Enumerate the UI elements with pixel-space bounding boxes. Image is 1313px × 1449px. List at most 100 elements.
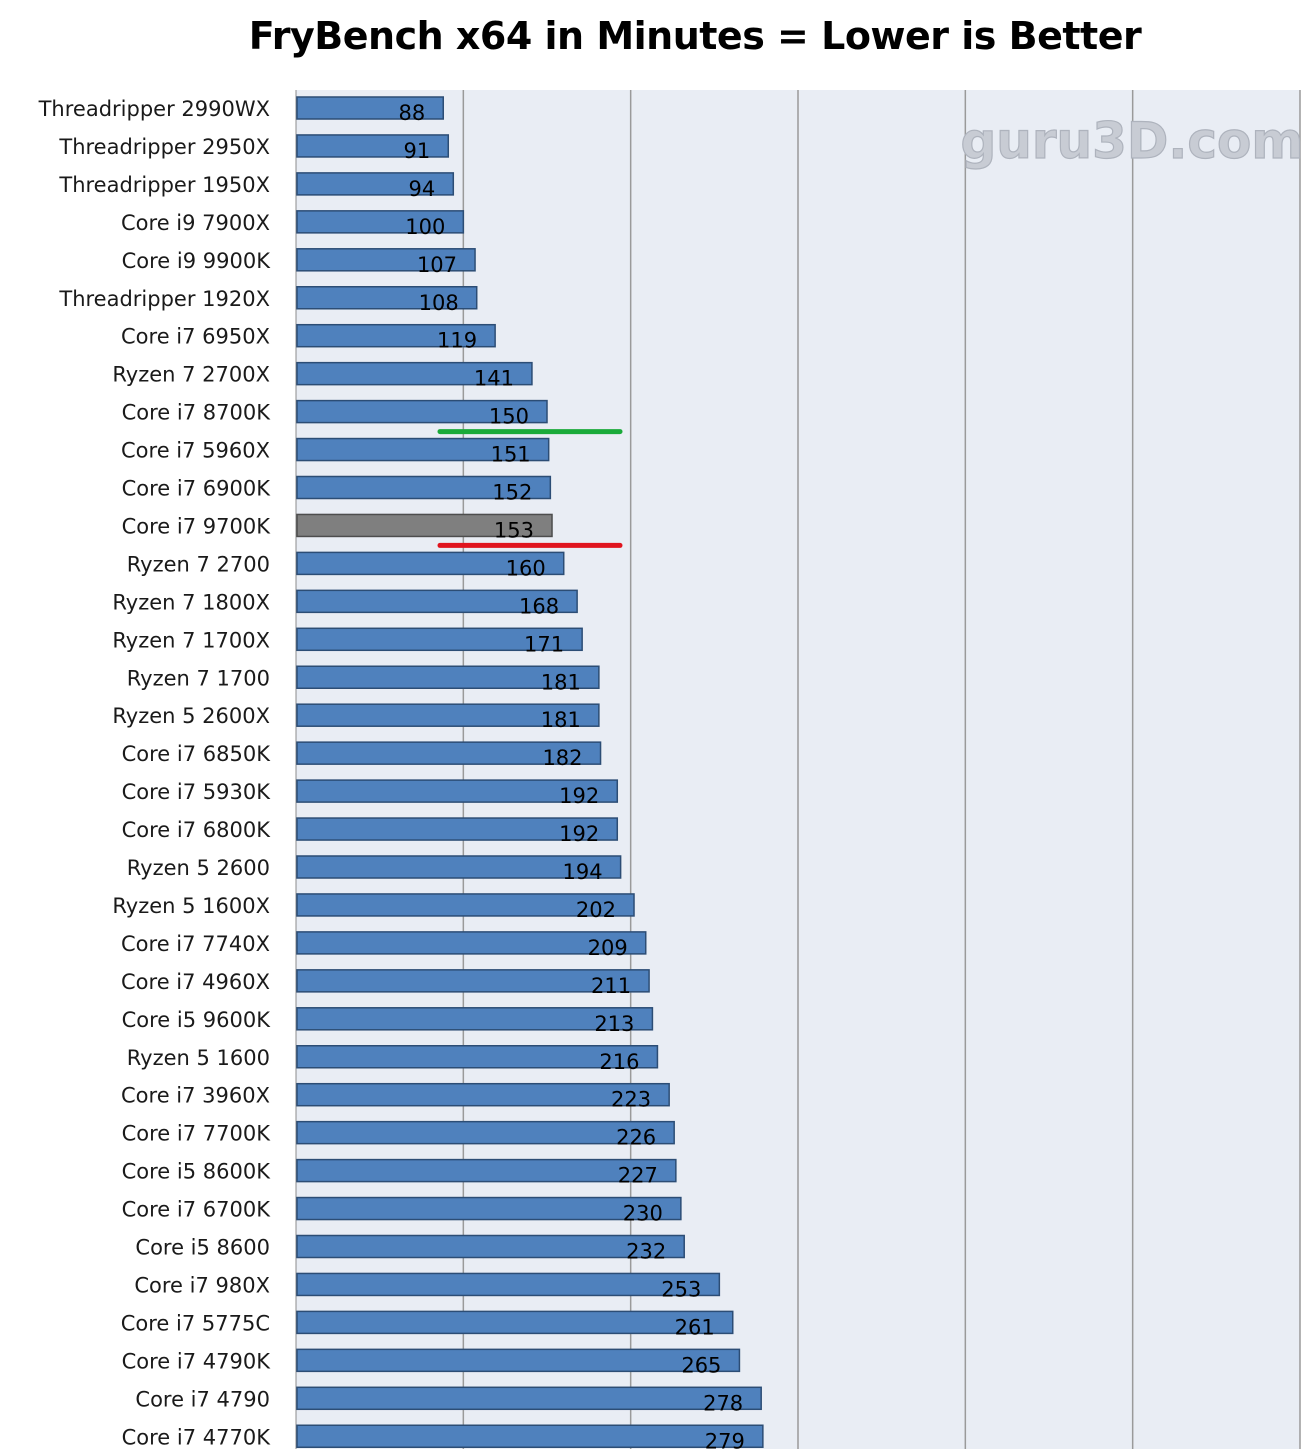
value-label: 223 [611, 1088, 651, 1112]
value-label: 211 [591, 974, 631, 998]
category-label: Threadripper 1950X [58, 173, 270, 197]
bar [296, 931, 647, 955]
category-label: Core i7 6800K [122, 818, 272, 842]
bar [296, 817, 619, 841]
value-label: 265 [681, 1353, 721, 1377]
value-label: 168 [519, 594, 559, 618]
category-label: Core i7 5775C [121, 1311, 270, 1335]
bar [296, 399, 548, 424]
value-label: 209 [588, 936, 628, 960]
bar [296, 893, 635, 917]
value-label: 232 [626, 1240, 666, 1264]
bar [296, 1234, 685, 1259]
bar [296, 96, 445, 120]
value-label: 160 [506, 556, 546, 580]
category-label: Core i7 980X [134, 1273, 270, 1297]
value-label: 107 [417, 253, 457, 277]
value-label: 119 [437, 329, 477, 353]
bar [296, 475, 552, 500]
value-label: 100 [405, 215, 445, 239]
bar [296, 665, 600, 689]
category-label: Core i7 7740X [121, 932, 270, 956]
category-label: Core i7 6700K [122, 1198, 272, 1222]
category-label: Core i7 3960X [121, 1084, 270, 1108]
category-label: Ryzen 7 1800X [112, 590, 270, 614]
bar [296, 361, 533, 386]
bar [296, 1272, 721, 1297]
value-label: 171 [524, 632, 564, 656]
value-label: 227 [618, 1164, 658, 1188]
value-label: 226 [616, 1126, 656, 1150]
category-label: Ryzen 5 2600X [112, 704, 270, 728]
value-label: 88 [399, 101, 426, 125]
category-label: Core i7 8700K [122, 401, 272, 425]
bar [296, 1082, 670, 1107]
bar [296, 589, 578, 614]
bar [296, 1045, 659, 1069]
bar [296, 1386, 762, 1411]
category-label: Ryzen 5 1600 [127, 1046, 270, 1070]
category-label: Ryzen 7 1700 [127, 666, 270, 690]
bar [296, 627, 583, 652]
value-label: 91 [404, 139, 431, 163]
bar [296, 1120, 675, 1145]
value-label: 261 [675, 1315, 715, 1339]
value-label: 94 [409, 177, 436, 201]
category-label: Core i7 7700K [122, 1122, 272, 1146]
bar [296, 210, 465, 234]
category-label: Ryzen 7 2700X [112, 363, 270, 387]
category-label: Ryzen 7 1700X [112, 628, 270, 652]
category-label: Ryzen 5 2600 [127, 856, 270, 880]
category-label: Core i5 8600K [122, 1160, 272, 1184]
bar [296, 1158, 677, 1183]
watermark-logo: guru3D.com [960, 112, 1303, 170]
bar [296, 248, 476, 272]
category-label: Core i7 9700K [122, 514, 272, 538]
bar [296, 969, 650, 993]
category-label: Core i5 8600 [135, 1236, 270, 1260]
category-label: Core i7 4790 [135, 1387, 270, 1411]
category-label: Threadripper 1920X [58, 287, 270, 311]
value-label: 253 [661, 1277, 701, 1301]
value-label: 150 [489, 405, 529, 429]
bar [296, 134, 450, 158]
category-label: Core i7 6850K [122, 742, 272, 766]
value-label: 108 [419, 291, 459, 315]
category-label: Threadripper 2950X [58, 135, 270, 159]
value-label: 230 [623, 1202, 663, 1226]
category-label: Core i7 4960X [121, 970, 270, 994]
bar [296, 779, 619, 803]
category-label: Core i7 4770K [122, 1425, 272, 1449]
bar [296, 1348, 741, 1373]
bar [296, 741, 602, 765]
value-label: 141 [474, 367, 514, 391]
value-label: 278 [703, 1391, 743, 1415]
category-label: Core i9 7900X [121, 211, 270, 235]
value-label: 213 [594, 1012, 634, 1036]
value-label: 202 [576, 898, 616, 922]
value-label: 216 [599, 1050, 639, 1074]
value-label: 153 [494, 518, 534, 542]
bar [296, 855, 622, 879]
bar-highlighted [296, 513, 553, 538]
bar [296, 172, 455, 196]
value-label: 279 [705, 1429, 745, 1449]
category-label: Core i5 9600K [122, 1008, 272, 1032]
category-label: Core i7 5930K [122, 780, 272, 804]
value-label: 181 [541, 670, 581, 694]
category-label: Core i7 6900K [122, 477, 272, 501]
category-label: Core i7 6950X [121, 325, 270, 349]
category-label: Threadripper 2990WX [38, 97, 270, 121]
value-label: 152 [492, 481, 532, 505]
bar [296, 437, 550, 462]
value-label: 151 [491, 443, 531, 467]
bar [296, 323, 496, 348]
bar [296, 551, 565, 576]
value-label: 192 [559, 784, 599, 808]
value-label: 181 [541, 708, 581, 732]
bar [296, 703, 600, 727]
category-label: Core i9 9900K [122, 249, 272, 273]
bar [296, 1424, 764, 1448]
category-label: Core i7 4790K [122, 1349, 272, 1373]
bar [296, 1196, 682, 1221]
